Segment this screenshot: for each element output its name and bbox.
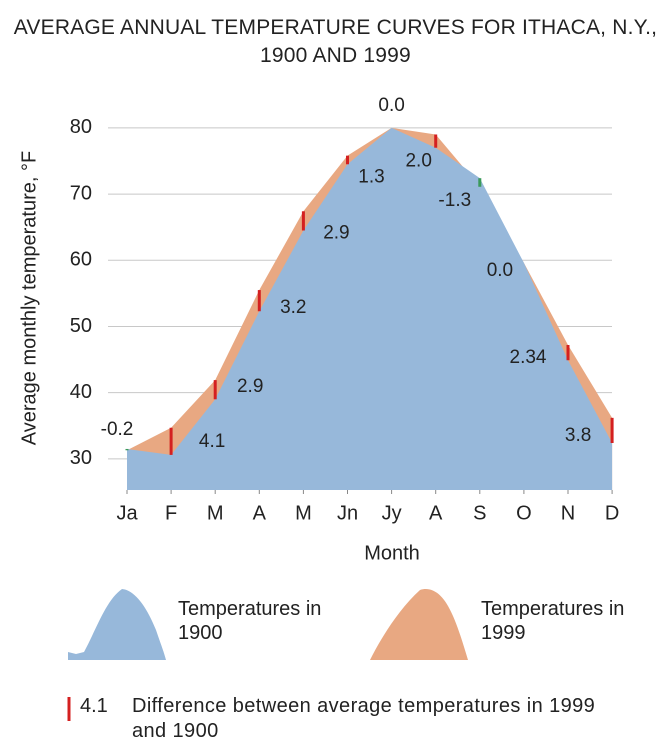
y-axis-label: Average monthly temperature, °F (18, 151, 40, 445)
y-tick-label: 70 (70, 182, 92, 204)
difference-label: 0.0 (487, 260, 513, 281)
x-tick-label: F (165, 502, 177, 524)
x-tick-label: M (295, 502, 312, 524)
difference-label: 1.3 (358, 167, 384, 188)
difference-label: 0.0 (378, 95, 404, 116)
x-tick-label: Ja (116, 502, 138, 524)
y-tick-label: 40 (70, 381, 92, 403)
difference-label: 3.8 (565, 425, 591, 446)
x-tick-label: Jn (337, 502, 358, 524)
note-sample: 4.1 (80, 695, 108, 717)
chart-title: AVERAGE ANNUAL TEMPERATURE CURVES FOR IT… (13, 16, 658, 67)
area (127, 127, 613, 490)
difference-label: 2.9 (237, 376, 263, 397)
x-axis-label: Month (364, 542, 420, 564)
difference-label: 3.2 (280, 297, 306, 318)
x-tick-label: A (253, 502, 267, 524)
x-tick-label: O (516, 502, 532, 524)
y-tick-label: 60 (70, 249, 92, 271)
legend-swatch (68, 589, 166, 660)
note-text: Difference between average temperatures … (132, 695, 596, 742)
difference-label: 2.0 (405, 150, 431, 171)
y-tick-label: 50 (70, 315, 92, 337)
difference-label: 2.9 (323, 222, 349, 243)
legend-label: Temperatures in 1900 (178, 598, 322, 644)
legend-label: Temperatures in 1999 (481, 598, 625, 644)
x-tick-label: A (429, 502, 443, 524)
x-tick-label: S (473, 502, 486, 524)
x-tick-label: D (605, 502, 619, 524)
difference-label: -0.2 (101, 419, 134, 440)
difference-label: -1.3 (438, 190, 471, 211)
x-tick-label: Jy (382, 502, 402, 524)
x-tick-label: N (561, 502, 575, 524)
y-tick-label: 30 (70, 447, 92, 469)
x-tick-label: M (207, 502, 224, 524)
difference-label: 2.34 (510, 347, 547, 368)
difference-label: 4.1 (199, 431, 225, 452)
y-tick-label: 80 (70, 116, 92, 138)
legend-swatch (370, 589, 468, 660)
